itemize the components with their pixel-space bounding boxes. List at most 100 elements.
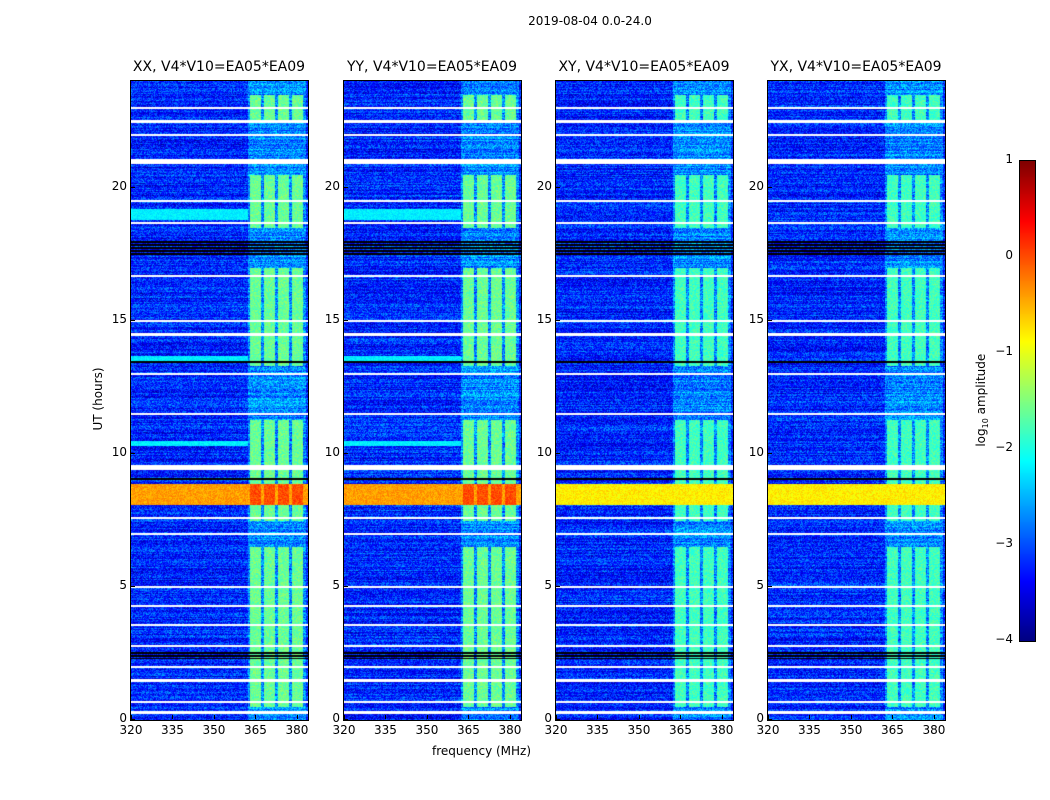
panel-title: XY, V4*V10=EA05*EA09	[558, 59, 730, 75]
x-tick-mark	[385, 715, 387, 719]
x-tick-label: 320	[332, 723, 356, 737]
x-tick-mark	[768, 715, 769, 719]
heatmap-image	[344, 81, 521, 720]
colorbar	[1019, 160, 1036, 642]
y-tick-label: 5	[332, 577, 340, 592]
x-tick-mark	[892, 715, 894, 719]
x-tick-label: 335	[161, 723, 184, 737]
panel-title: YX, V4*V10=EA05*EA09	[770, 59, 942, 75]
heatmap-image	[768, 81, 945, 720]
y-tick-label: 0	[756, 711, 764, 725]
y-tick-label: 20	[324, 178, 340, 193]
x-tick-label: 350	[627, 723, 651, 737]
x-tick-mark	[597, 715, 599, 719]
x-tick-label: 350	[415, 723, 439, 737]
y-tick-label: 10	[324, 444, 340, 459]
y-tick-mark	[556, 585, 560, 587]
y-tick-mark	[131, 585, 135, 587]
y-tick-mark	[344, 719, 348, 720]
x-tick-mark	[509, 715, 511, 719]
x-tick-label: 365	[881, 723, 904, 737]
y-tick-mark	[344, 452, 348, 454]
y-tick-mark	[768, 452, 772, 454]
x-tick-mark	[172, 715, 174, 719]
heatmap-panel	[767, 80, 946, 721]
x-tick-label: 335	[374, 723, 397, 737]
y-tick-mark	[556, 186, 560, 188]
heatmap-panel	[343, 80, 522, 721]
y-tick-mark	[131, 186, 135, 188]
x-tick-label: 380	[922, 723, 946, 737]
y-tick-label: 15	[111, 311, 127, 326]
y-tick-label: 5	[119, 577, 127, 592]
x-tick-mark	[131, 715, 132, 719]
y-tick-label: 15	[536, 311, 552, 326]
y-axis-label: UT (hours)	[91, 367, 105, 431]
heatmap-panel	[555, 80, 734, 721]
y-tick-mark	[131, 319, 135, 321]
y-tick-label: 0	[544, 711, 552, 725]
y-tick-mark	[344, 585, 348, 587]
panel-title: YY, V4*V10=EA05*EA09	[346, 59, 518, 75]
x-tick-mark	[850, 715, 852, 719]
colorbar-tick-label: 0	[1005, 248, 1013, 262]
heatmap-image	[556, 81, 733, 720]
y-tick-mark	[768, 319, 772, 321]
y-tick-label: 5	[544, 577, 552, 592]
x-tick-mark	[426, 715, 428, 719]
colorbar-tick-label: −1	[995, 344, 1013, 358]
x-tick-label: 350	[202, 723, 226, 737]
y-tick-label: 20	[748, 178, 764, 193]
x-tick-mark	[344, 715, 345, 719]
y-tick-mark	[131, 719, 135, 720]
y-tick-mark	[556, 719, 560, 720]
x-tick-mark	[721, 715, 723, 719]
x-tick-label: 380	[710, 723, 734, 737]
x-tick-mark	[680, 715, 682, 719]
colorbar-tick-label: 1	[1005, 152, 1013, 166]
x-tick-mark	[296, 715, 298, 719]
x-tick-label: 380	[285, 723, 309, 737]
y-tick-label: 20	[536, 178, 552, 193]
y-tick-mark	[556, 319, 560, 321]
colorbar-tick-label: −3	[995, 536, 1013, 550]
heatmap-image	[131, 81, 308, 720]
y-tick-mark	[768, 186, 772, 188]
colorbar-label: log10 amplitude	[973, 353, 991, 447]
y-tick-mark	[768, 719, 772, 720]
heatmap-panel	[130, 80, 309, 721]
x-tick-label: 365	[669, 723, 692, 737]
x-tick-label: 320	[756, 723, 780, 737]
colorbar-tick-label: −4	[995, 632, 1013, 646]
x-tick-label: 335	[798, 723, 821, 737]
x-tick-mark	[809, 715, 811, 719]
x-tick-mark	[255, 715, 257, 719]
y-tick-label: 0	[332, 711, 340, 725]
x-tick-mark	[468, 715, 470, 719]
x-tick-mark	[638, 715, 640, 719]
x-tick-label: 365	[457, 723, 480, 737]
x-tick-label: 320	[544, 723, 568, 737]
x-axis-label: frequency (MHz)	[432, 744, 532, 758]
x-tick-label: 380	[498, 723, 522, 737]
y-tick-label: 5	[756, 577, 764, 592]
y-tick-label: 20	[111, 178, 127, 193]
y-tick-mark	[344, 319, 348, 321]
y-tick-mark	[768, 585, 772, 587]
x-tick-label: 320	[119, 723, 143, 737]
y-tick-label: 10	[748, 444, 764, 459]
x-tick-mark	[556, 715, 557, 719]
y-tick-mark	[131, 452, 135, 454]
x-tick-label: 350	[839, 723, 863, 737]
y-tick-mark	[344, 186, 348, 188]
y-tick-label: 0	[119, 711, 127, 725]
y-tick-label: 10	[111, 444, 127, 459]
colorbar-tick-label: −2	[995, 440, 1013, 454]
x-tick-label: 365	[244, 723, 267, 737]
y-tick-label: 15	[324, 311, 340, 326]
panel-title: XX, V4*V10=EA05*EA09	[132, 59, 306, 75]
y-tick-label: 10	[536, 444, 552, 459]
y-tick-mark	[556, 452, 560, 454]
y-tick-label: 15	[748, 311, 764, 326]
figure-title: 2019-08-04 0.0-24.0	[528, 14, 652, 28]
